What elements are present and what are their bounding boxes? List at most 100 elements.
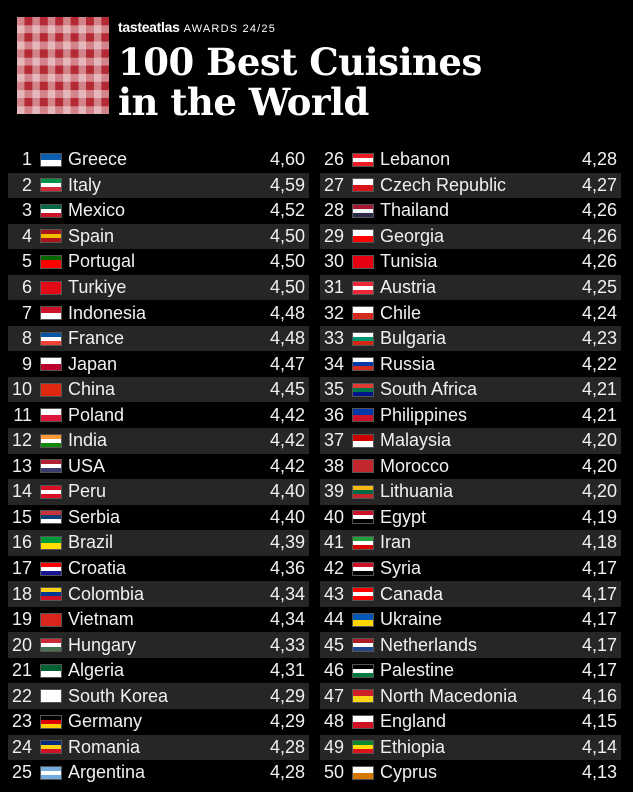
- country-flag-icon: [352, 689, 374, 704]
- ranking-row: 29 Georgia 4,26: [320, 223, 621, 250]
- country-name: Portugal: [68, 251, 136, 272]
- rank-number: 32: [323, 302, 344, 323]
- ranking-row: 46 Palestine 4,17: [320, 658, 621, 684]
- rank-number: 6: [21, 277, 32, 297]
- ranking-row: 15 Serbia 4,40: [8, 505, 309, 531]
- country-name: Canada: [380, 583, 444, 604]
- country-flag-icon: [40, 408, 62, 423]
- country-name: Thailand: [380, 200, 450, 221]
- title-line-1: 100 Best Cuisines: [118, 40, 482, 84]
- title-line-2: in the World: [118, 80, 369, 124]
- page-title: 100 Best Cuisines in the World: [118, 42, 482, 122]
- country-name: Germany: [68, 711, 143, 732]
- rating-score: 4,34: [269, 583, 305, 604]
- country-flag-icon: [40, 689, 62, 704]
- rating-score: 4,34: [269, 609, 305, 630]
- rating-score: 4,29: [269, 711, 305, 732]
- ranking-row: 45 Netherlands 4,17: [320, 632, 621, 658]
- country-name: Poland: [68, 404, 125, 425]
- country-flag-icon: [352, 561, 374, 576]
- rank-number: 14: [11, 481, 32, 502]
- rating-score: 4,33: [269, 634, 305, 655]
- country-flag-icon: [352, 280, 374, 295]
- country-flag-icon: [352, 663, 374, 678]
- ranking-row: 50 Cyprus 4,13: [320, 760, 621, 786]
- country-name: South Korea: [68, 685, 169, 706]
- rank-number: 11: [13, 404, 32, 425]
- country-name: Indonesia: [68, 302, 147, 323]
- rank-number: 47: [323, 685, 344, 706]
- rating-score: 4,40: [269, 481, 305, 502]
- ranking-row: 37 Malaysia 4,20: [320, 428, 621, 454]
- rating-score: 4,42: [269, 404, 305, 425]
- rank-number: 36: [323, 404, 344, 425]
- country-flag-icon: [40, 382, 62, 397]
- rating-score: 4,17: [581, 634, 617, 655]
- rating-score: 4,31: [269, 660, 305, 681]
- rating-score: 4,19: [581, 506, 617, 527]
- rank-number: 46: [323, 660, 344, 681]
- country-flag-icon: [40, 152, 62, 167]
- rank-number: 7: [21, 302, 32, 323]
- country-name: Hungary: [68, 634, 137, 655]
- country-name: Cyprus: [380, 762, 438, 783]
- ranking-row: 6 Turkiye 4,50: [8, 274, 309, 301]
- country-name: Mexico: [68, 200, 126, 221]
- rating-score: 4,15: [581, 711, 617, 732]
- rank-number: 3: [21, 200, 32, 221]
- country-name: Japan: [68, 353, 118, 374]
- country-flag-icon: [352, 638, 374, 653]
- ranking-row: 40 Egypt 4,19: [320, 505, 621, 531]
- rating-score: 4,22: [581, 353, 617, 374]
- country-name: Philippines: [380, 404, 468, 425]
- country-flag-icon: [40, 714, 62, 729]
- country-name: Malaysia: [380, 430, 452, 451]
- rating-score: 4,24: [581, 302, 617, 323]
- ranking-row: 13 USA 4,42: [8, 454, 309, 480]
- country-name: Palestine: [380, 660, 455, 681]
- country-flag-icon: [352, 740, 374, 755]
- country-flag-icon: [352, 587, 374, 602]
- country-flag-icon: [352, 254, 374, 269]
- rating-score: 4,59: [269, 174, 305, 195]
- country-flag-icon: [40, 663, 62, 678]
- rating-score: 4,27: [581, 174, 617, 195]
- country-name: Romania: [68, 736, 141, 757]
- ranking-row: 21 Algeria 4,31: [8, 658, 309, 684]
- rank-number: 12: [11, 430, 32, 451]
- rating-score: 4,47: [269, 353, 305, 374]
- country-flag-icon: [40, 510, 62, 525]
- rating-score: 4,52: [269, 200, 305, 221]
- rank-number: 35: [323, 379, 344, 400]
- ranking-row: 24 Romania 4,28: [8, 734, 309, 761]
- country-name: Chile: [380, 302, 422, 323]
- rank-number: 37: [323, 430, 344, 451]
- country-flag-icon: [40, 178, 62, 193]
- rank-number: 4: [21, 225, 32, 246]
- ranking-row: 22 South Korea 4,29: [8, 683, 309, 710]
- ranking-row: 27 Czech Republic 4,27: [320, 172, 621, 199]
- ranking-row: 1 Greece 4,60: [8, 147, 309, 173]
- country-flag-icon: [352, 306, 374, 321]
- ranking-row: 4 Spain 4,50: [8, 223, 309, 250]
- rating-score: 4,20: [581, 455, 617, 476]
- rating-score: 4,17: [581, 558, 617, 579]
- rank-number: 41: [323, 532, 344, 553]
- ranking-row: 48 England 4,15: [320, 709, 621, 735]
- country-name: France: [68, 328, 125, 349]
- rating-score: 4,29: [269, 685, 305, 706]
- rating-score: 4,28: [269, 736, 305, 757]
- rank-number: 2: [21, 174, 32, 195]
- country-flag-icon: [352, 408, 374, 423]
- rank-number: 20: [11, 634, 32, 655]
- ranking-row: 19 Vietnam 4,34: [8, 607, 309, 633]
- ranking-row: 5 Portugal 4,50: [8, 249, 309, 275]
- ranking-row: 28 Thailand 4,26: [320, 198, 621, 224]
- ranking-row: 43 Canada 4,17: [320, 581, 621, 607]
- country-flag-icon: [352, 484, 374, 499]
- country-flag-icon: [40, 254, 62, 269]
- country-name: Serbia: [68, 506, 121, 527]
- ranking-row: 16 Brazil 4,39: [8, 530, 309, 556]
- country-name: Argentina: [68, 762, 146, 783]
- ranking-row: 10 China 4,45: [8, 376, 309, 403]
